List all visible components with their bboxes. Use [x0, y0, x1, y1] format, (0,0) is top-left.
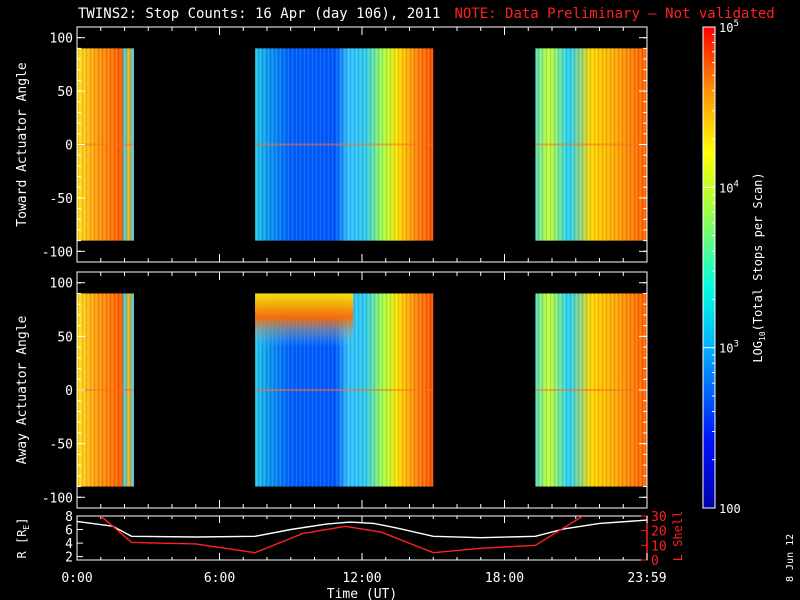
colorbar-tick-label: 104	[719, 179, 739, 195]
away-ytick-label: -50	[50, 438, 73, 453]
chart-title-note: NOTE: Data Preliminary – Not validated	[454, 6, 775, 22]
colorbar-gradient	[703, 27, 715, 508]
chart-title-main: TWINS2: Stop Counts: 16 Apr (day 106), 2…	[78, 6, 441, 22]
away-ytick-label: 0	[65, 384, 73, 399]
radius-ytick-label: 8	[65, 510, 73, 525]
time-tick-label: 23:59	[627, 571, 666, 586]
toward-ytick-label: 100	[50, 32, 73, 47]
away-high-angle-band	[255, 293, 354, 348]
toward-ytick-label: -100	[42, 245, 73, 260]
time-tick-label: 0:00	[61, 571, 92, 586]
colorbar-label: LOG10(Total Stops per Scan)	[751, 172, 767, 362]
lshell-ytick-label: 30	[651, 510, 667, 525]
lshell-ytick-label: 20	[651, 525, 667, 540]
radius-axis-label: R [RE]	[15, 518, 31, 559]
time-axis-label: Time (UT)	[327, 587, 397, 600]
lshell-ytick-label: 0	[651, 554, 659, 569]
toward-ytick-label: -50	[50, 192, 73, 207]
toward-ytick-label: 0	[65, 139, 73, 154]
lshell-line	[100, 516, 584, 554]
away-ytick-label: 50	[57, 330, 73, 345]
time-tick-label: 6:00	[204, 571, 235, 586]
colorbar-tick-label: 103	[719, 340, 739, 356]
radius-ytick-label: 6	[65, 524, 73, 539]
radius-ytick-label: 4	[65, 537, 73, 552]
away-ytick-label: -100	[42, 491, 73, 506]
radius-line	[77, 519, 647, 539]
time-tick-label: 12:00	[342, 571, 381, 586]
radius-ytick-label: 2	[65, 551, 73, 566]
toward-ylabel: Toward Actuator Angle	[15, 62, 30, 227]
colorbar-tick-label: 105	[719, 19, 739, 35]
lshell-ytick-label: 10	[651, 539, 667, 554]
away-ylabel: Away Actuator Angle	[15, 315, 30, 464]
colorbar-tick-label: 100	[719, 502, 741, 516]
lshell-axis-label: L Shell	[671, 511, 685, 562]
away-ytick-label: 100	[50, 277, 73, 292]
date-stamp: 8 Jun 12	[785, 533, 796, 582]
chart-title: TWINS2: Stop Counts: 16 Apr (day 106), 2…	[78, 6, 775, 26]
toward-ytick-label: 50	[57, 85, 73, 100]
time-tick-label: 18:00	[485, 571, 524, 586]
